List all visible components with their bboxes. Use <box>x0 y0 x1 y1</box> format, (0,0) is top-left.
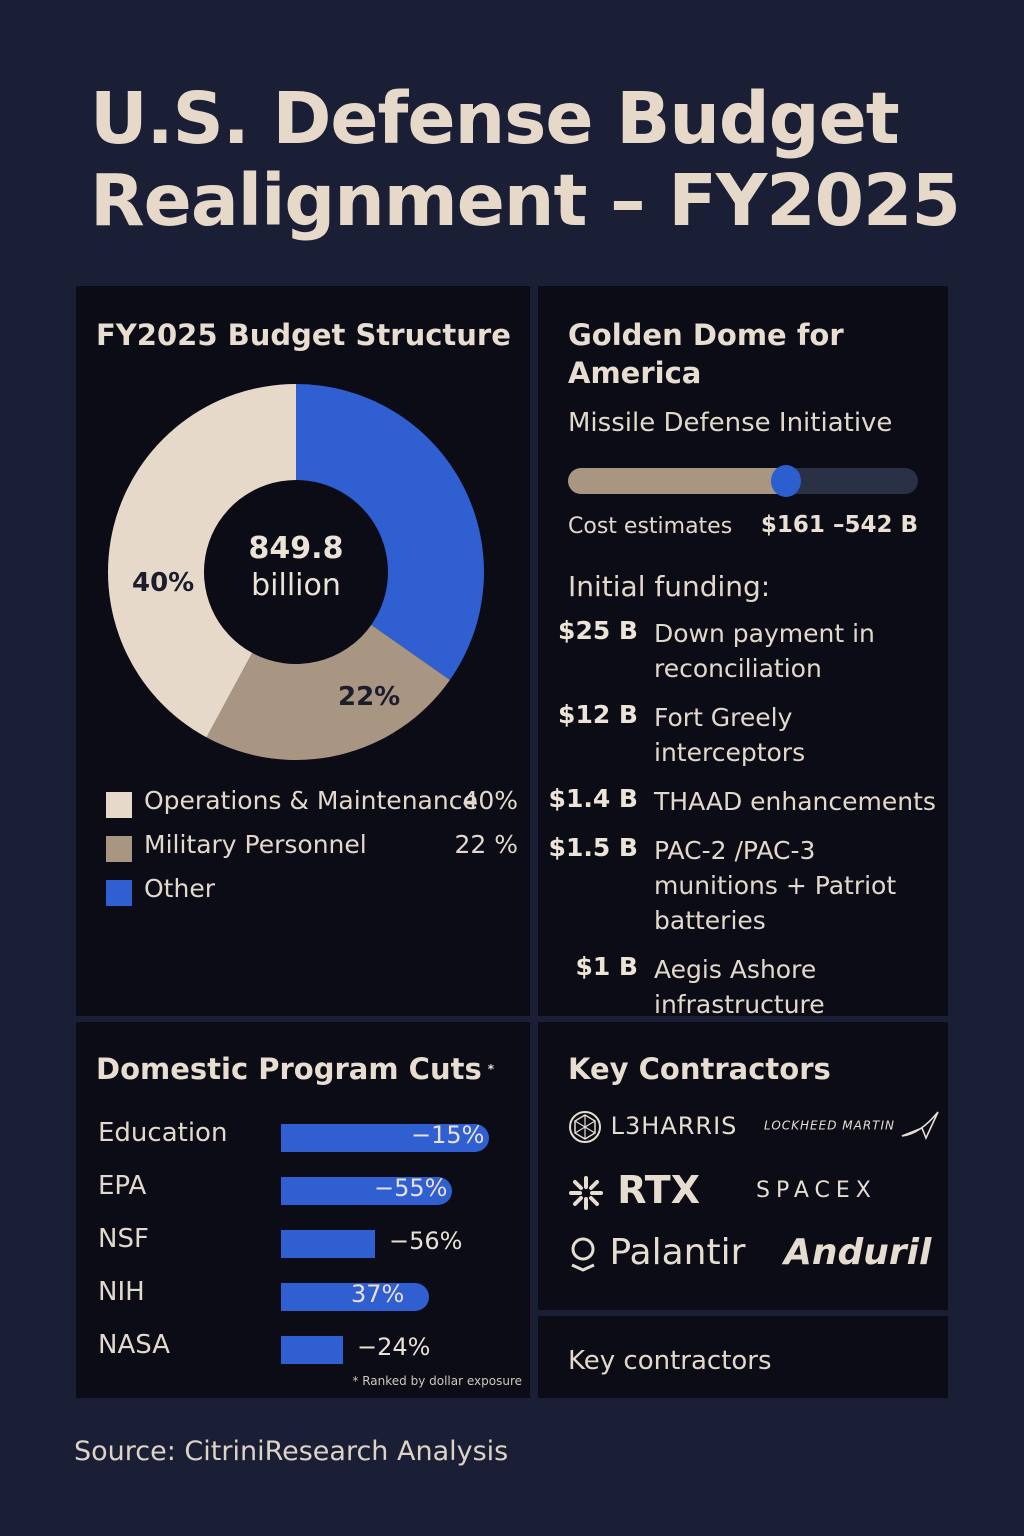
palantir-wordmark: Palantir <box>609 1232 746 1273</box>
l3harris-logo: L3HARRIS <box>568 1110 737 1144</box>
funding-item: $1.4 B THAAD enhancements <box>538 784 948 819</box>
bar-row: NSF −56% <box>96 1222 526 1262</box>
bar-category-label: NIH <box>98 1277 145 1307</box>
bar-row: Education −15% <box>96 1116 526 1156</box>
legend-label: Other <box>144 874 215 903</box>
funding-amount: $12 B <box>558 700 638 729</box>
palantir-logo: Palantir <box>568 1232 745 1273</box>
slider-knob <box>771 465 801 497</box>
l3harris-emblem-icon <box>569 1111 601 1143</box>
legend-item: Operations & Maintenance 40% <box>106 784 526 828</box>
funding-amount: $1 B <box>575 952 638 981</box>
bar-value-label: −56% <box>389 1227 463 1255</box>
legend-label: Operations & Maintenance <box>144 786 478 815</box>
key-contractors-strip: Key contractors <box>538 1316 948 1398</box>
total-unit: billion <box>251 568 341 603</box>
title-asterisk: * <box>487 1062 494 1076</box>
spacex-wordmark: SPACEX <box>756 1178 877 1203</box>
bar <box>281 1124 489 1152</box>
palantir-ring-icon <box>571 1237 595 1272</box>
bar-category-label: Education <box>98 1118 228 1148</box>
bar-value-label: −24% <box>357 1333 431 1361</box>
golden-dome-subtitle: Missile Defense Initiative <box>568 408 893 438</box>
budget-structure-title: FY2025 Budget Structure <box>96 318 511 352</box>
slice-label-personnel: 22% <box>338 682 401 712</box>
spacex-logo: SPACEX <box>756 1178 877 1203</box>
lockheed-martin-wordmark: LOCKHEED MARTIN <box>764 1118 895 1133</box>
legend-swatch <box>106 792 132 818</box>
donut-slice-military-personnel <box>206 624 450 760</box>
bar-value-label: −15% <box>411 1121 485 1149</box>
source-note: Source: CitriniResearch Analysis <box>74 1436 509 1467</box>
golden-dome-panel: Golden Dome for America Missile Defense … <box>538 286 948 1019</box>
bar-row: EPA −55% <box>96 1169 526 1209</box>
bar-value-label: −55% <box>374 1174 448 1202</box>
key-contractors-panel: Key Contractors L3HARRIS LOCKHEED MARTIN… <box>538 1022 948 1310</box>
legend-swatch <box>106 836 132 862</box>
cost-label: Cost estimates <box>568 514 733 539</box>
funding-item: $25 B Down payment in reconciliation <box>538 616 948 686</box>
domestic-cuts-panel: Domestic Program Cuts * Education −15% EPA −… <box>76 1022 530 1398</box>
lockheed-star-icon <box>901 1111 939 1141</box>
budget-structure-panel: FY2025 Budget Structure 40% 22% 849.8 bi… <box>76 286 530 1016</box>
donut-slice-operations-maintenance <box>107 384 297 738</box>
bar <box>281 1230 375 1258</box>
total-number: 849.8 <box>248 531 344 566</box>
rtx-logo: RTX <box>568 1168 700 1212</box>
funding-description: Fort Greely interceptors <box>654 703 806 767</box>
donut-slice-other <box>296 384 484 680</box>
funding-amount: $1.5 B <box>548 833 638 862</box>
key-contractors-label: Key contractors <box>568 1346 772 1376</box>
rtx-burst-icon <box>569 1175 603 1210</box>
budget-donut-chart <box>107 384 484 760</box>
funding-list: $25 B Down payment in reconciliation $12… <box>538 616 948 1036</box>
cuts-footnote: * Ranked by dollar exposure <box>352 1374 522 1388</box>
funding-description: Down payment in reconciliation <box>654 619 875 683</box>
bar-row: NASA −24% <box>96 1328 526 1368</box>
cost-range-slider <box>568 465 918 497</box>
donut-center-total: 849.8 billion <box>196 530 396 604</box>
funding-item: $1 B Aegis Ashore infrastructure <box>538 952 948 1022</box>
funding-item: $1.5 B PAC-2 /PAC-3 munitions + Patriot … <box>538 833 948 938</box>
legend-swatch <box>106 880 132 906</box>
bar <box>281 1336 343 1364</box>
funding-amount: $1.4 B <box>548 784 638 813</box>
bar <box>281 1177 452 1205</box>
slice-label-operations: 40% <box>132 568 195 598</box>
l3harris-wordmark: L3HARRIS <box>610 1112 738 1140</box>
legend-item: Military Personnel 22 % <box>106 828 526 872</box>
golden-dome-title: Golden Dome for America <box>568 318 844 390</box>
rtx-wordmark: RTX <box>617 1168 701 1212</box>
bar-value-label: 37% <box>351 1280 405 1308</box>
anduril-logo: Anduril <box>784 1232 931 1273</box>
bar-category-label: NASA <box>98 1330 171 1360</box>
funding-description: PAC-2 /PAC-3 munitions + Patriot batteri… <box>654 836 897 935</box>
bar-row: NIH 37% <box>96 1275 526 1315</box>
funding-item: $12 B Fort Greely interceptors <box>538 700 948 770</box>
funding-amount: $25 B <box>558 616 638 645</box>
legend-value: 40% <box>462 786 518 815</box>
legend-label: Military Personnel <box>144 830 367 859</box>
budget-legend: Operations & Maintenance 40% Military Pe… <box>106 784 526 916</box>
bar-category-label: NSF <box>98 1224 149 1254</box>
domestic-cuts-title: Domestic Program Cuts * <box>96 1050 494 1088</box>
key-contractors-title: Key Contractors <box>568 1052 831 1086</box>
lockheed-martin-logo: LOCKHEED MARTIN <box>764 1108 940 1144</box>
legend-value: 22 % <box>454 830 518 859</box>
bar <box>281 1283 429 1311</box>
bar-category-label: EPA <box>98 1171 147 1201</box>
anduril-wordmark: Anduril <box>784 1232 932 1273</box>
funding-description: THAAD enhancements <box>654 787 936 816</box>
cost-value: $161 –542 B <box>760 512 918 538</box>
domestic-cuts-title-text: Domestic Program Cuts <box>96 1052 482 1086</box>
legend-item: Other <box>106 872 526 916</box>
slider-fill <box>568 468 785 494</box>
page-title: U.S. Defense Budget Realignment – FY2025 <box>90 77 961 242</box>
initial-funding-heading: Initial funding: <box>568 570 771 603</box>
funding-description: Aegis Ashore infrastructure <box>654 955 825 1019</box>
